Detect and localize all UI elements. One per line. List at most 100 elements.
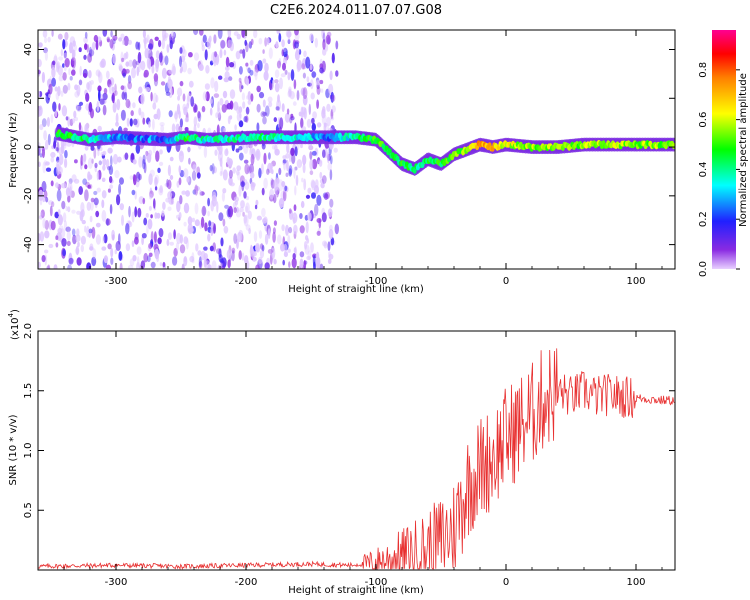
- spectrogram-noise-blob: [75, 245, 79, 256]
- spectrogram-noise-blob: [273, 258, 277, 265]
- svg-text:(x104): (x104): [7, 309, 21, 340]
- spectrogram-noise-blob: [126, 117, 130, 127]
- spectrogram-noise-blob: [97, 70, 101, 78]
- spectrogram-noise-blob: [69, 36, 76, 45]
- spectrogram-noise-blob: [40, 209, 45, 218]
- spectrogram-noise-blob: [258, 256, 263, 264]
- spectrogram-noise-blob: [249, 144, 253, 154]
- x-tick-label: -300: [105, 276, 128, 287]
- spectrogram-noise-blob: [287, 234, 291, 246]
- spectrogram-noise-blob: [274, 82, 280, 93]
- spectrogram-noise-blob: [76, 257, 82, 266]
- spectrogram-noise-blob: [128, 205, 131, 218]
- spectrogram-noise-blob: [168, 232, 172, 240]
- spectrogram-noise-blob: [255, 199, 259, 206]
- spectrogram-noise-blob: [97, 36, 102, 43]
- spectrogram-noise-blob: [110, 155, 113, 167]
- spectrogram-noise-blob: [150, 231, 154, 242]
- spectrogram-noise-blob: [322, 48, 327, 56]
- spectrogram-x-label: Height of straight line (km): [288, 284, 424, 295]
- spectrogram-noise-blob: [211, 194, 217, 207]
- spectrogram-noise-blob: [108, 165, 114, 176]
- spectrogram-noise-blob: [219, 258, 224, 264]
- spectrogram-noise-blob: [287, 35, 291, 44]
- spectrogram-noise-blob: [258, 230, 263, 239]
- spectrogram-noise-blob: [263, 70, 269, 81]
- spectrogram-noise-blob: [69, 42, 73, 54]
- spectrogram-noise-blob: [107, 166, 111, 171]
- spectrogram-noise-blob: [201, 44, 205, 52]
- spectrogram-noise-blob: [44, 37, 48, 44]
- spectrogram-noise-blob: [179, 47, 183, 54]
- spectrogram-noise-blob: [168, 69, 174, 75]
- spectrogram-noise-blob: [300, 117, 304, 129]
- spectrogram-noise-blob: [322, 240, 327, 247]
- spectrogram-noise-blob: [286, 159, 289, 172]
- colorbar: 0.0 0.2 0.4 0.6 0.8 Normalized spectral ampl…: [698, 30, 749, 277]
- spectrogram-noise-blob: [39, 124, 44, 131]
- spectrogram-noise-blob: [159, 122, 165, 127]
- x-tick-label: 100: [626, 276, 645, 287]
- spectrogram-noise-blob: [301, 106, 306, 116]
- spectrogram-noise-blob: [309, 33, 314, 42]
- spectrogram-noise-blob: [119, 177, 124, 185]
- spectrogram-noise-blob: [145, 150, 148, 160]
- spectrogram-noise-blob: [272, 227, 276, 235]
- spectrogram-noise-blob: [145, 86, 151, 92]
- spectrogram-noise-blob: [143, 252, 148, 263]
- spectrogram-noise-blob: [224, 66, 230, 71]
- spectrogram-noise-blob: [57, 85, 61, 97]
- spectrogram-noise-blob: [261, 163, 264, 175]
- spectrogram-noise-blob: [127, 264, 134, 269]
- spectrogram-noise-blob: [211, 260, 217, 269]
- spectrogram-noise-blob: [281, 49, 284, 57]
- spectrogram-noise-blob: [75, 234, 81, 242]
- spectrogram-noise-blob: [176, 103, 181, 115]
- spectrogram-noise-blob: [282, 62, 286, 71]
- spectrogram-noise-blob: [169, 39, 173, 50]
- spectrogram-noise-blob: [300, 87, 306, 96]
- spectrogram-noise-blob: [200, 216, 205, 228]
- spectrogram-noise-blob: [245, 62, 249, 67]
- spectrogram-noise-blob: [38, 70, 41, 75]
- spectrogram-noise-blob: [127, 75, 132, 84]
- spectrogram-noise-blob: [95, 210, 100, 218]
- spectrogram-noise-blob: [326, 116, 331, 127]
- spectrogram-noise-blob: [228, 176, 233, 186]
- spectrogram-noise-blob: [68, 68, 71, 76]
- spectrogram-noise-blob: [58, 103, 61, 111]
- spectrogram-noise-blob: [285, 153, 290, 159]
- spectrogram-noise-blob: [322, 106, 326, 115]
- spectrogram-noise-blob: [233, 233, 238, 245]
- spectrogram-noise-blob: [99, 60, 105, 68]
- spectrogram-noise-blob: [224, 71, 230, 80]
- spectrogram-noise-blob: [62, 63, 65, 68]
- spectrogram-noise-blob: [84, 124, 88, 133]
- spectrogram-noise-blob: [256, 122, 260, 132]
- spectrogram-noise-blob: [67, 206, 71, 213]
- spectrogram-noise-blob: [95, 222, 101, 228]
- spectrogram-noise-blob: [204, 222, 208, 232]
- snr-frame: [37, 330, 676, 571]
- spectrogram-ridge: [55, 126, 675, 176]
- spectrogram-noise-blob: [269, 188, 275, 200]
- spectrogram-noise-blob: [300, 200, 305, 209]
- spectrogram-noise-blob: [77, 241, 80, 248]
- colorbar-tick-label: 0.8: [698, 62, 709, 78]
- spectrogram-noise-blob: [84, 164, 88, 170]
- spectrogram-noise-blob: [61, 105, 68, 117]
- spectrogram-noise-blob: [288, 226, 293, 234]
- x-tick-label: -100: [365, 276, 388, 287]
- spectrogram-plot-area: [38, 30, 675, 269]
- spectrogram-noise-blob: [275, 190, 280, 196]
- spectrogram-noise-blob: [316, 218, 322, 223]
- y-tick-label: 0: [23, 144, 34, 150]
- spectrogram-noise-blob: [192, 189, 197, 195]
- spectrogram-noise-blob: [252, 251, 257, 257]
- spectrogram-noise-blob: [38, 261, 41, 269]
- spectrogram-noise-blob: [264, 37, 268, 47]
- spectrogram-noise-blob: [276, 189, 279, 198]
- spectrogram-noise-blob: [168, 86, 173, 98]
- spectrogram-noise-blob: [181, 61, 188, 73]
- spectrogram-noise-blob: [114, 170, 120, 179]
